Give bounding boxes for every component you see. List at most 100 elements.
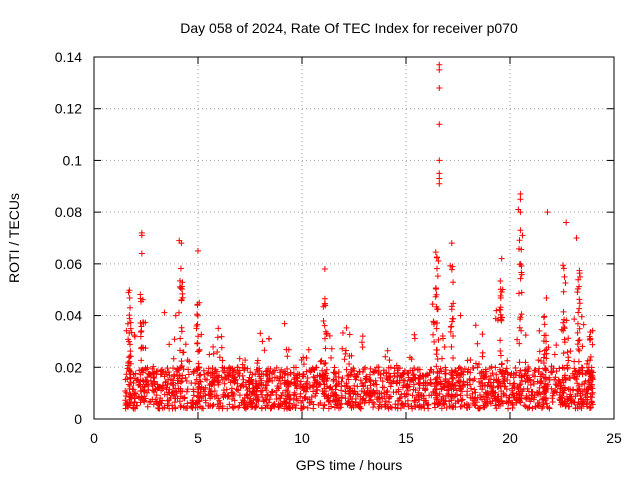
data-point — [423, 400, 430, 407]
data-point — [255, 398, 262, 405]
data-point — [424, 372, 431, 379]
data-point — [442, 370, 449, 377]
data-point — [293, 385, 300, 392]
y-tick-label: 0.1 — [63, 152, 83, 168]
data-point — [202, 399, 209, 406]
data-point — [560, 350, 567, 357]
data-point — [390, 389, 397, 396]
data-point — [516, 340, 523, 347]
data-point — [363, 376, 370, 383]
data-point — [548, 363, 555, 370]
data-point — [510, 374, 517, 381]
data-point — [531, 373, 538, 380]
data-point — [407, 367, 414, 374]
data-point — [382, 398, 389, 405]
data-point — [247, 376, 254, 383]
data-point — [209, 378, 216, 385]
data-point — [352, 376, 359, 383]
data-point — [136, 381, 143, 388]
data-point — [576, 347, 583, 354]
data-point — [414, 366, 421, 373]
data-point — [398, 391, 405, 398]
data-point — [140, 378, 147, 385]
data-point — [393, 380, 400, 387]
data-point — [321, 401, 328, 408]
data-point — [322, 360, 329, 367]
data-point — [310, 373, 317, 380]
data-point — [565, 396, 572, 403]
data-point — [498, 360, 505, 367]
data-point — [439, 394, 446, 401]
data-point — [338, 378, 345, 385]
data-point — [145, 370, 152, 377]
data-point — [198, 384, 205, 391]
data-point — [382, 353, 389, 360]
data-point — [188, 380, 195, 387]
data-point — [321, 393, 328, 400]
data-point — [139, 377, 146, 384]
data-point — [333, 401, 340, 408]
data-point — [434, 355, 441, 362]
data-point — [284, 371, 291, 378]
data-point — [262, 396, 269, 403]
data-point — [386, 377, 393, 384]
data-point — [354, 390, 361, 397]
data-point — [322, 345, 329, 352]
data-point — [536, 384, 543, 391]
data-point — [316, 380, 323, 387]
data-point — [439, 333, 446, 340]
data-point — [196, 372, 203, 379]
data-point — [543, 350, 550, 357]
data-point — [514, 336, 521, 343]
data-point — [433, 379, 440, 386]
data-point — [338, 400, 345, 407]
data-point — [467, 357, 474, 364]
data-point — [561, 385, 568, 392]
data-point — [159, 397, 166, 404]
data-point — [491, 389, 498, 396]
data-point — [543, 295, 550, 302]
data-point — [273, 395, 280, 402]
data-point — [176, 277, 183, 284]
data-point — [201, 388, 208, 395]
data-point — [211, 382, 218, 389]
data-point — [252, 378, 259, 385]
data-point — [469, 400, 476, 407]
data-point — [538, 405, 545, 412]
data-point — [130, 402, 137, 409]
data-point — [584, 390, 591, 397]
y-tick-label: 0.06 — [55, 256, 82, 272]
data-point — [433, 363, 440, 370]
data-point — [530, 396, 537, 403]
data-point — [559, 364, 566, 371]
data-point — [478, 380, 485, 387]
data-point — [126, 312, 133, 319]
data-point — [256, 380, 263, 387]
data-point — [177, 265, 184, 272]
y-tick-label: 0.04 — [55, 308, 82, 324]
data-point — [283, 387, 290, 394]
data-point — [267, 392, 274, 399]
data-point — [257, 330, 264, 337]
data-point — [320, 390, 327, 397]
data-point — [158, 371, 165, 378]
data-point — [343, 366, 350, 373]
data-point — [344, 400, 351, 407]
data-point — [391, 365, 398, 372]
data-point — [155, 405, 162, 412]
data-point — [346, 353, 353, 360]
data-point — [342, 350, 349, 357]
data-point — [367, 365, 374, 372]
data-point — [122, 393, 129, 400]
data-point — [127, 319, 134, 326]
data-point — [362, 364, 369, 371]
data-point — [331, 397, 338, 404]
data-point — [204, 370, 211, 377]
data-point — [535, 368, 542, 375]
data-point — [321, 322, 328, 329]
data-point — [127, 341, 134, 348]
data-point — [234, 386, 241, 393]
data-point — [448, 266, 455, 273]
data-point — [310, 405, 317, 412]
data-point — [376, 399, 383, 406]
